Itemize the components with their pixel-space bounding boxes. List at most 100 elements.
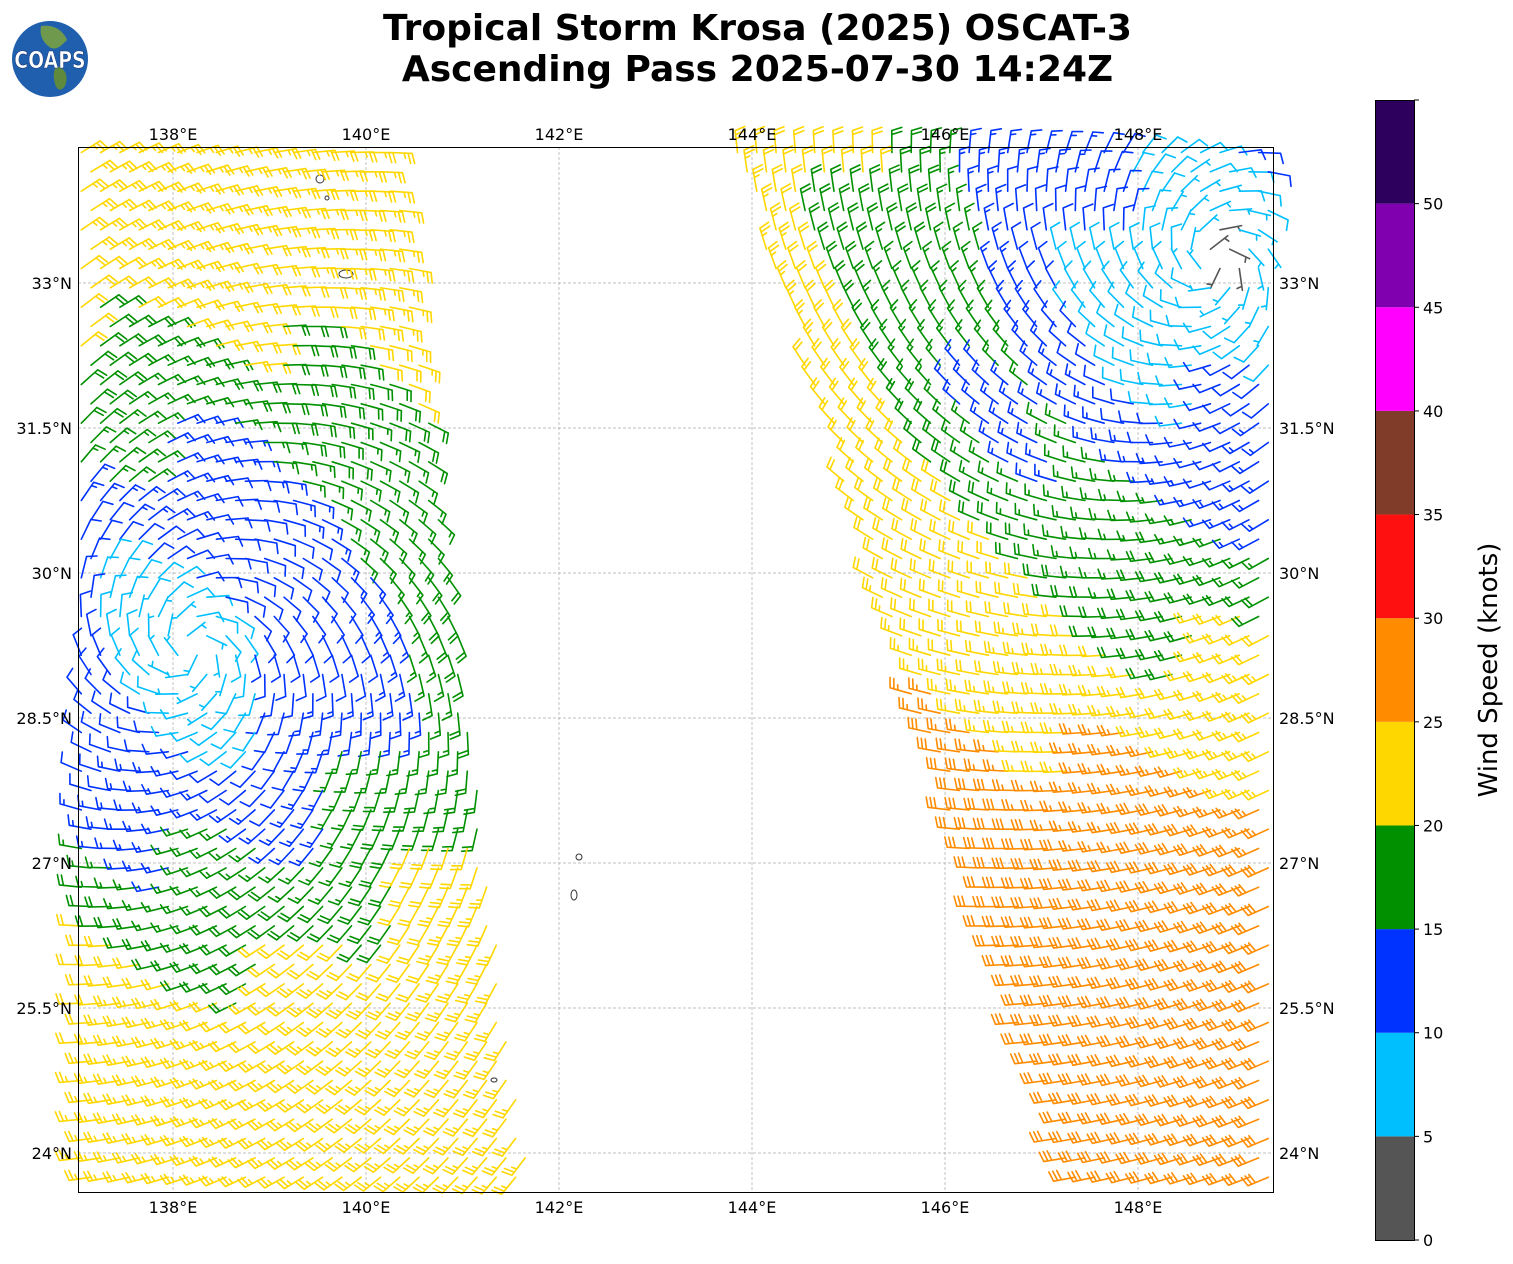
wind-barb: [208, 886, 237, 899]
coastlines: [315, 174, 583, 1083]
wind-barb: [1038, 878, 1067, 891]
wind-barb: [1069, 546, 1096, 560]
wind-barb: [403, 1118, 430, 1136]
wind-barb: [945, 718, 970, 734]
wind-barb: [433, 1060, 459, 1080]
colorbar-tick-label: 45: [1423, 298, 1443, 317]
wind-barb: [389, 538, 408, 564]
wind-barb: [1221, 941, 1250, 955]
wind-barb: [96, 647, 112, 676]
wind-barb: [1031, 583, 1057, 598]
wind-barb: [452, 1137, 478, 1157]
wind-barb: [1209, 200, 1232, 212]
wind-barb: [109, 389, 137, 405]
wind-barb: [1013, 542, 1038, 560]
wind-barb: [398, 731, 411, 759]
wind-barb: [1025, 260, 1038, 289]
wind-barb: [342, 693, 354, 721]
wind-barb: [1267, 209, 1289, 232]
wind-barb: [350, 422, 374, 441]
wind-barb: [314, 1176, 343, 1191]
wind-barb: [80, 331, 108, 347]
wind-barb: [1134, 919, 1163, 933]
wind-barb: [827, 202, 840, 231]
wind-barb: [1034, 463, 1057, 482]
wind-barb: [991, 896, 1019, 909]
wind-barb: [276, 983, 305, 999]
wind-barb: [1025, 442, 1048, 463]
wind-barb: [148, 577, 172, 598]
wind-barb: [883, 240, 894, 270]
lon-tick-bottom: 140°E: [342, 1198, 391, 1217]
wind-barb: [148, 505, 176, 521]
wind-barb: [99, 217, 128, 231]
wind-barb: [1163, 592, 1192, 604]
wind-barb: [1192, 613, 1221, 625]
wind-barb: [263, 480, 290, 494]
wind-barb: [1202, 979, 1231, 993]
wind-barb: [427, 577, 443, 605]
wind-barb: [1115, 919, 1144, 932]
wind-barb: [849, 338, 864, 366]
wind-barb: [404, 1002, 430, 1022]
wind-barb: [390, 712, 402, 740]
wind-barb: [960, 240, 971, 270]
wind-barb: [1201, 1172, 1231, 1186]
wind-barb: [465, 963, 488, 985]
colorbar-segment: [1375, 825, 1414, 930]
wind-barb: [90, 274, 118, 289]
wind-barb: [1086, 1131, 1115, 1145]
wind-barb: [1124, 1132, 1154, 1146]
wind-barb: [131, 1036, 160, 1049]
wind-barb: [121, 938, 150, 951]
wind-barb: [1221, 403, 1250, 417]
lon-tick-top: 144°E: [728, 125, 777, 144]
wind-barb: [944, 202, 956, 231]
wind-barb: [1230, 731, 1260, 743]
lat-tick-right: 25.5°N: [1279, 999, 1335, 1018]
wind-barb: [302, 286, 330, 298]
wind-barb: [387, 654, 398, 683]
colorbar-segment: [1375, 1032, 1414, 1137]
wind-barb: [1012, 582, 1038, 598]
wind-barb: [1002, 681, 1028, 695]
wind-barb: [119, 446, 147, 463]
wind-barb: [460, 828, 478, 853]
wind-barb: [891, 517, 912, 540]
wind-barb: [1192, 574, 1221, 587]
wind-barb: [1093, 344, 1115, 366]
wind-barb: [1020, 799, 1048, 812]
wind-barb: [886, 202, 898, 231]
wind-barb: [312, 306, 339, 318]
wind-barb: [904, 378, 922, 405]
wind-barb: [266, 1079, 295, 1094]
wind-barb: [920, 458, 941, 482]
wind-barb: [935, 318, 951, 347]
wind-barb: [1135, 531, 1163, 544]
wind-barb: [329, 654, 340, 683]
wind-barb: [423, 1079, 449, 1099]
wind-barb: [1038, 1111, 1067, 1124]
wind-barb: [1202, 902, 1231, 916]
wind-barb: [111, 1113, 140, 1125]
wind-barb: [90, 236, 119, 250]
wind-barb: [443, 1041, 469, 1061]
wind-barb: [98, 713, 121, 734]
wind-barb: [436, 944, 459, 966]
wind-barb: [935, 776, 961, 792]
wind-barb: [1085, 322, 1105, 347]
wind-barb: [60, 751, 83, 772]
wind-barb: [169, 1116, 198, 1128]
wind-barb: [1077, 918, 1105, 931]
wind-barb: [112, 1035, 140, 1048]
wind-barb: [322, 693, 334, 720]
wind-barb: [317, 905, 343, 925]
wind-barb: [321, 635, 333, 664]
wind-barb: [234, 458, 263, 470]
wind-barb: [872, 517, 893, 540]
wind-barb: [971, 359, 990, 386]
wind-barb: [1024, 483, 1048, 502]
wind-barb: [177, 565, 206, 579]
wind-barb: [427, 615, 440, 645]
wind-barb: [254, 263, 283, 276]
